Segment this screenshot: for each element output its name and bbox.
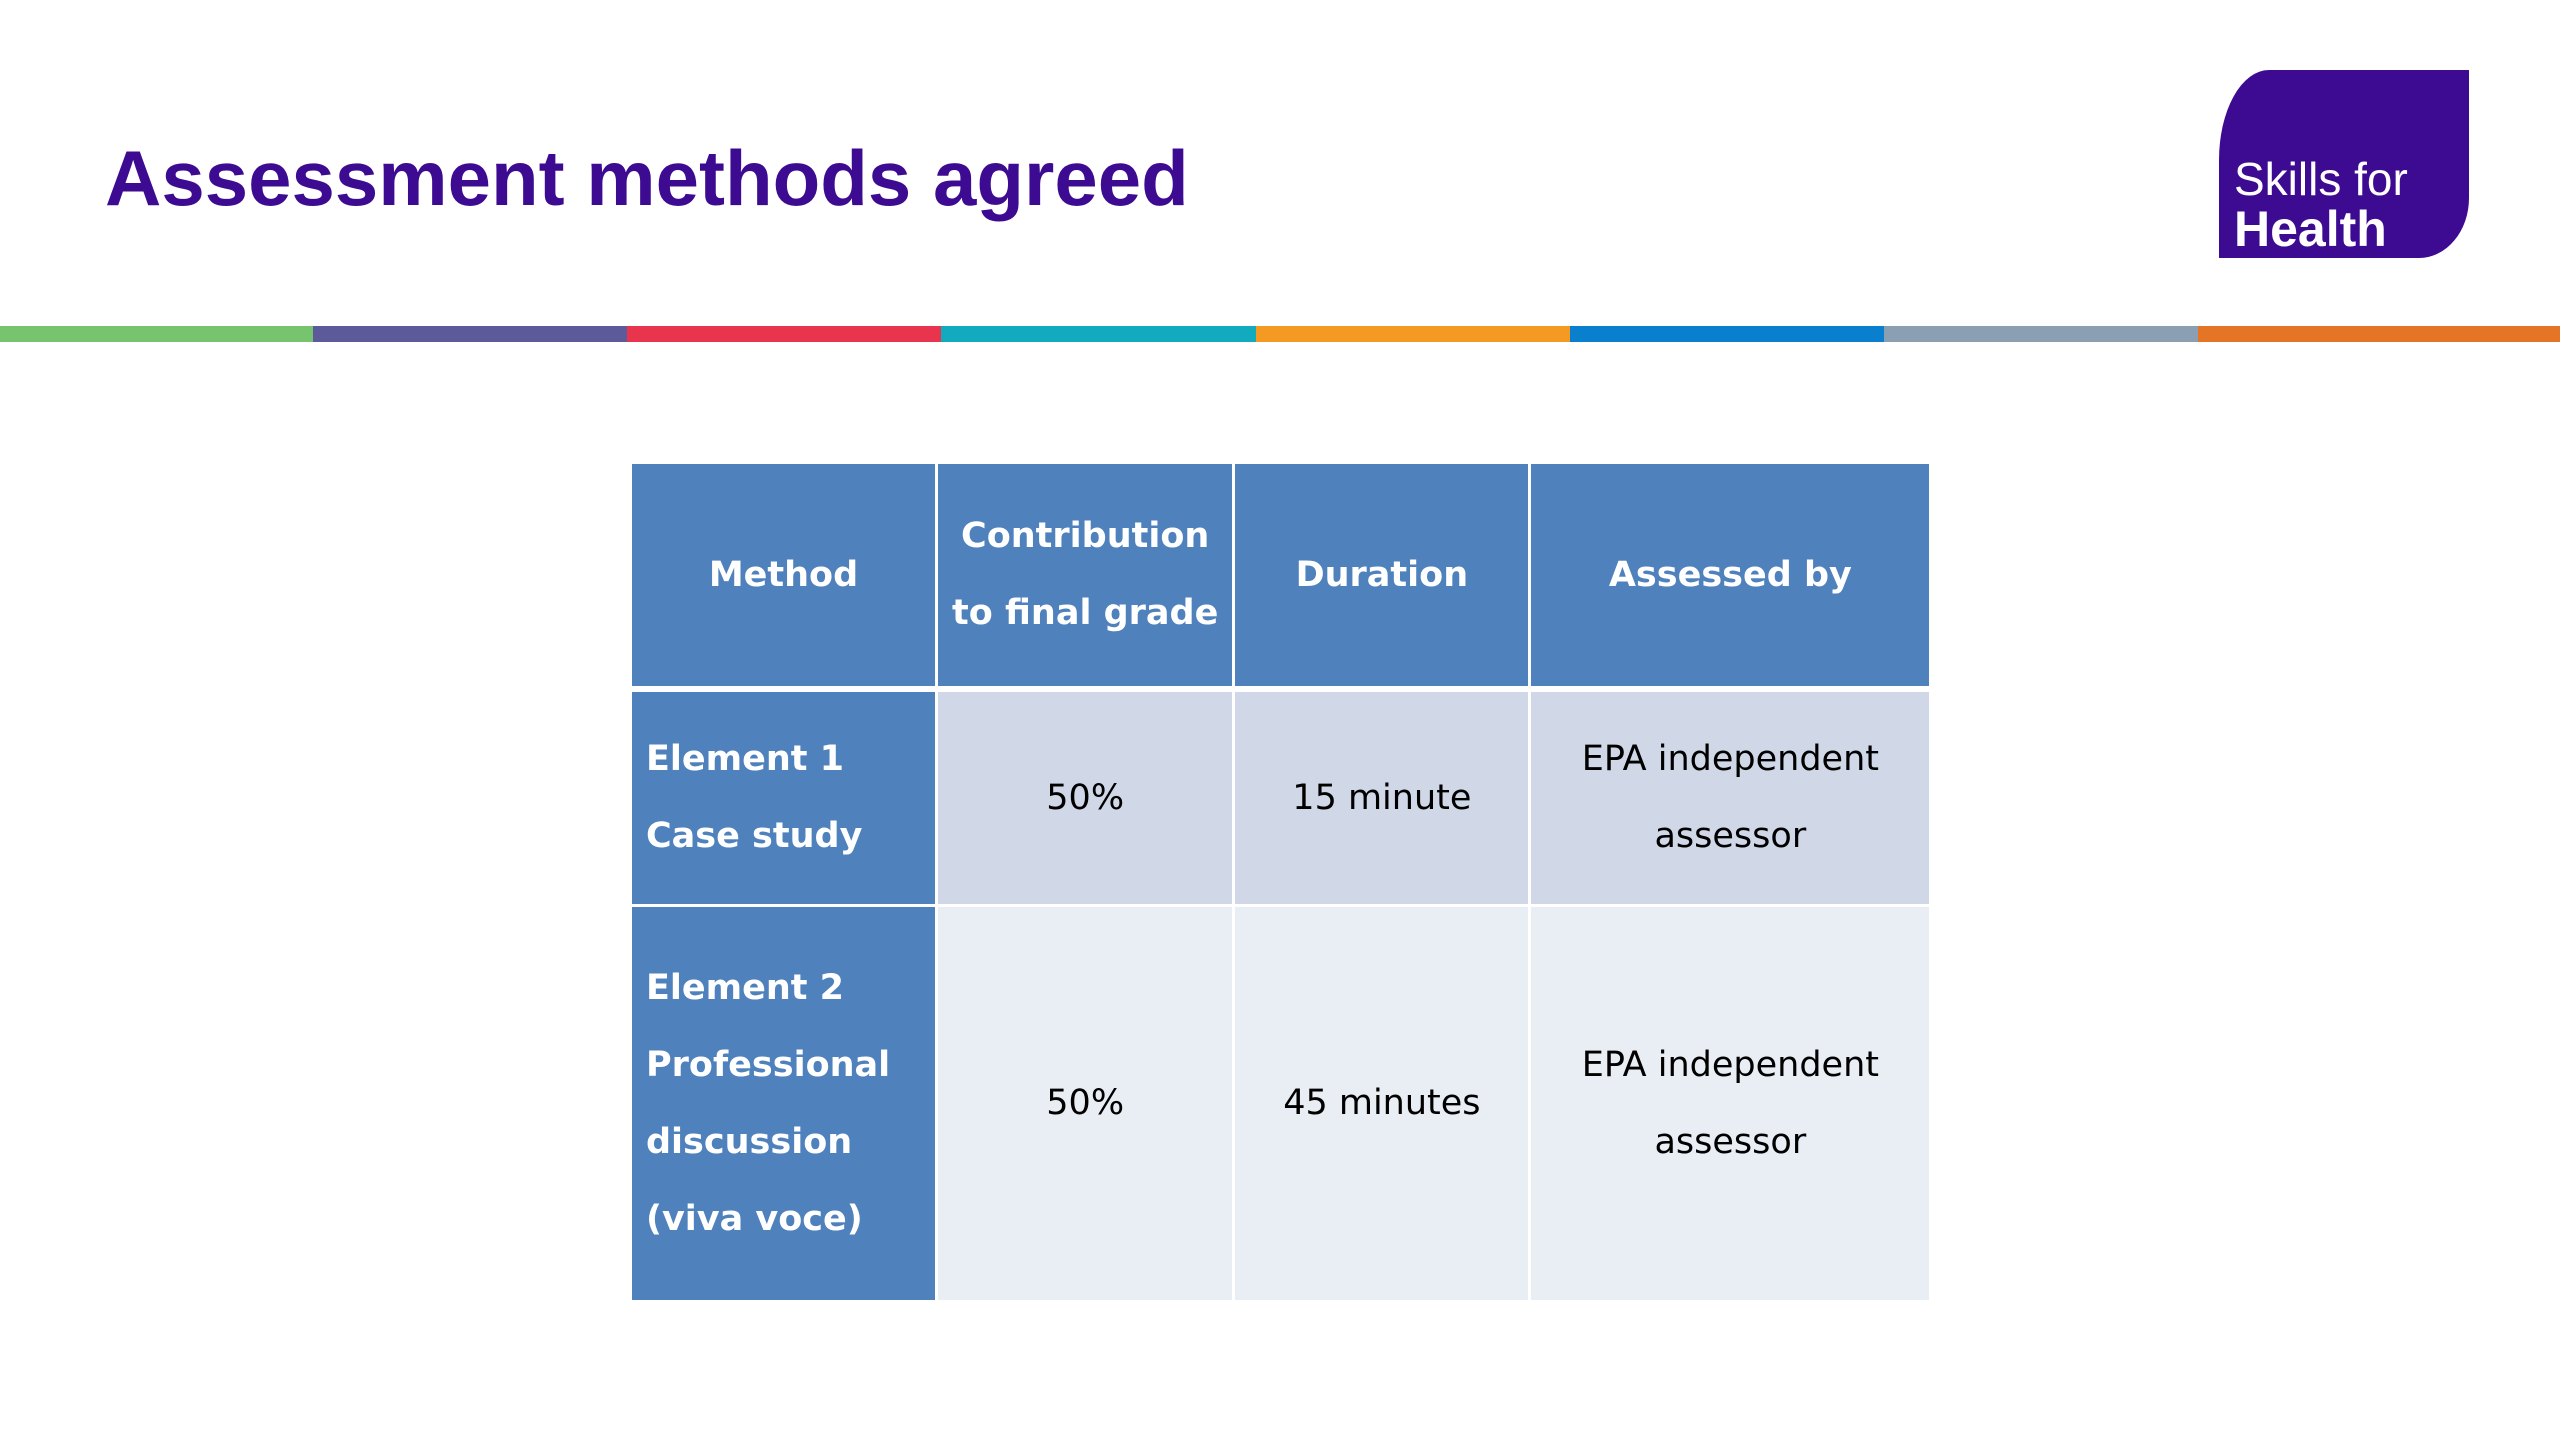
method-line: Element 1 <box>646 739 845 779</box>
duration-cell: 45 minutes <box>1235 907 1532 1300</box>
stripe-segment <box>2198 326 2560 342</box>
table-row: Element 1 Case study 50% 15 minute EPA i… <box>632 692 1930 907</box>
method-line: Professional <box>646 1044 891 1085</box>
assessed-by-line: EPA independent <box>1581 1044 1879 1085</box>
stripe-segment <box>1570 326 1884 342</box>
method-cell: Element 1 Case study <box>632 692 938 907</box>
contribution-cell: 50% <box>938 692 1236 907</box>
stripe-segment <box>313 326 627 342</box>
method-cell: Element 2 Professional discussion (viva … <box>632 907 938 1300</box>
assessed-by-line: EPA independent <box>1581 739 1879 779</box>
assessment-table-container: Method Contribution to final grade Durat… <box>632 464 1930 1300</box>
header-contribution-line2: to final grade <box>952 593 1219 633</box>
contribution-cell: 50% <box>938 907 1236 1300</box>
header-method-text: Method <box>708 554 859 595</box>
assessment-methods-table: Method Contribution to final grade Durat… <box>632 464 1930 1300</box>
logo-text-line2: Health <box>2234 201 2387 257</box>
header-duration: Duration <box>1235 464 1532 692</box>
stripe-segment <box>627 326 941 342</box>
stripe-segment <box>1884 326 2198 342</box>
assessed-by-cell: EPA independent assessor <box>1531 907 1930 1300</box>
stripe-segment <box>0 326 313 342</box>
header-contribution-line1: Contribution <box>961 516 1210 556</box>
method-line: Element 2 <box>646 967 845 1008</box>
table-header-row: Method Contribution to final grade Durat… <box>632 464 1930 692</box>
header-assessed-by-text: Assessed by <box>1608 554 1852 595</box>
table-row: Element 2 Professional discussion (viva … <box>632 907 1930 1300</box>
method-line: (viva voce) <box>646 1198 863 1239</box>
method-line: Case study <box>646 816 863 856</box>
slide-title: Assessment methods agreed <box>105 134 1189 222</box>
stripe-segment <box>1256 326 1570 342</box>
header-assessed-by: Assessed by <box>1531 464 1930 692</box>
method-line: discussion <box>646 1121 853 1162</box>
header-method: Method <box>632 464 938 692</box>
stripe-segment <box>941 326 1256 342</box>
logo-text-line1: Skills for <box>2234 153 2408 205</box>
assessed-by-cell: EPA independent assessor <box>1531 692 1930 907</box>
skills-for-health-logo: Skills for Health <box>2219 70 2469 258</box>
duration-cell: 15 minute <box>1235 692 1532 907</box>
color-stripe <box>0 326 2560 342</box>
assessed-by-line: assessor <box>1654 1121 1807 1162</box>
header-contribution: Contribution to final grade <box>938 464 1236 692</box>
assessed-by-line: assessor <box>1654 816 1807 856</box>
header-duration-text: Duration <box>1295 554 1469 595</box>
